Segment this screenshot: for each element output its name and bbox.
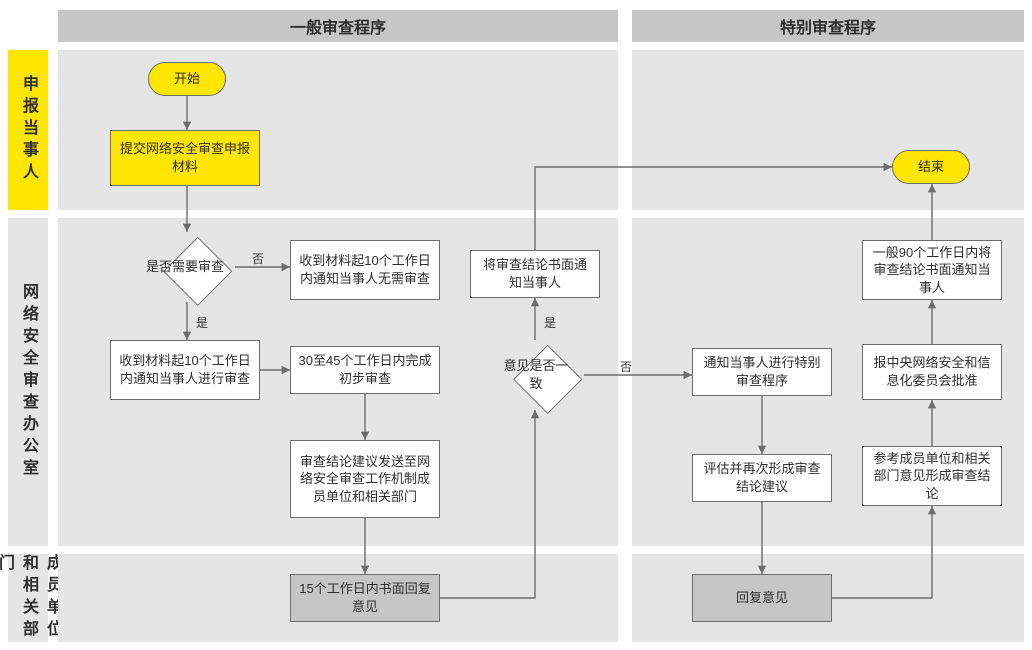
row-label-applicant: 申报当事人 <box>8 50 48 210</box>
node-start: 开始 <box>148 62 226 96</box>
row-label-office-text: 网络安全审查办公室 <box>16 283 40 481</box>
node-agree: 意见是否一致 <box>488 340 584 410</box>
flowchart-canvas: 一般审查程序 特别审查程序 申报当事人 网络安全审查办公室 成员单位和相关部门 … <box>0 0 1032 650</box>
node-sp_eval: 评估并再次形成审查结论建议 <box>692 454 832 502</box>
node-notify_rev: 收到材料起10个工作日内通知当事人进行审查 <box>110 340 260 400</box>
node-notify_res: 将审查结论书面通知当事人 <box>470 250 600 298</box>
header-general: 一般审查程序 <box>58 10 618 42</box>
row-label-office: 网络安全审查办公室 <box>8 218 48 546</box>
node-end: 结束 <box>892 150 970 184</box>
header-special-label: 特别审查程序 <box>780 14 876 38</box>
node-sp_reply: 回复意见 <box>692 574 832 622</box>
node-sp_90: 一般90个工作日内将审查结论书面通知当事人 <box>862 240 1002 300</box>
header-general-label: 一般审查程序 <box>290 14 386 38</box>
node-no_review: 收到材料起10个工作日内通知当事人无需审查 <box>290 240 440 300</box>
node-sp_approve: 报中央网络安全和信息化委员会批准 <box>862 344 1002 400</box>
node-need: 是否需要审查 <box>135 232 235 302</box>
node-label: 意见是否一致 <box>488 340 584 410</box>
header-special: 特别审查程序 <box>632 10 1024 42</box>
edge-label-agree-sp_notify: 否 <box>620 358 632 375</box>
lane-special-applicant <box>632 50 1024 210</box>
node-prelim: 30至45个工作日内完成初步审查 <box>290 346 440 394</box>
row-label-members-text: 成员单位和相关部门 <box>0 554 64 642</box>
node-label: 是否需要审查 <box>135 232 235 302</box>
edge-label-need-notify_rev: 是 <box>196 314 208 331</box>
node-sp_notify: 通知当事人进行特别审查程序 <box>692 348 832 396</box>
row-label-members: 成员单位和相关部门 <box>8 554 48 642</box>
row-label-applicant-text: 申报当事人 <box>16 75 40 185</box>
node-sp_form: 参考成员单位和相关部门意见形成审查结论 <box>862 446 1002 506</box>
edge-label-need-no_review: 否 <box>252 250 264 267</box>
node-reply15: 15个工作日内书面回复意见 <box>290 574 440 622</box>
node-submit: 提交网络安全审查申报材料 <box>110 130 260 186</box>
node-send_memb: 审查结论建议发送至网络安全审查工作机制成员单位和相关部门 <box>290 440 440 518</box>
edge-label-agree-notify_res: 是 <box>544 314 556 331</box>
